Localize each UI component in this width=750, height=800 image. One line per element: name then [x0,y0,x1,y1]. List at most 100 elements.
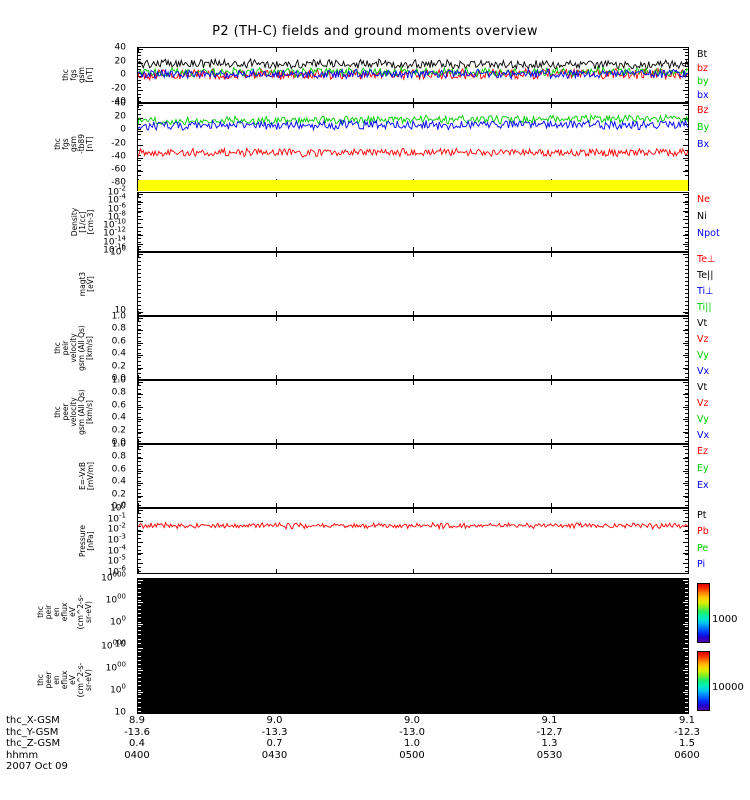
y-minor-tickmark [685,109,688,111]
legend-item-pb: Pb [697,526,709,538]
axis-row-label: thc_Y-GSM [6,726,59,738]
y-minor-tickmark [685,405,688,406]
y-minor-tickmark [138,373,141,374]
legend-item-vy: Vy [697,413,709,425]
y-tick-label: 10-12 [103,225,126,239]
y-minor-tickmark [138,477,141,478]
y-minor-tickmark [685,698,688,699]
y-minor-tickmark [685,226,688,228]
y-minor-tickmark [685,174,688,176]
y-minor-tickmark [138,525,141,527]
y-tick-label: 10-4 [107,543,126,557]
panel-fgs-gsm [137,47,689,103]
y-tick-label: 1.0 [111,311,126,322]
axis-value: 8.9 [129,715,145,726]
legend-item-by: By [697,122,710,133]
y-minor-tickmark [138,651,141,653]
y-minor-tickmark [685,634,688,636]
y-minor-tickmark [138,481,141,482]
y-minor-tickmark [138,273,141,274]
y-tick-label: 10-3 [107,532,126,546]
y-minor-tickmark [138,129,141,131]
y-minor-tickmark [685,223,688,224]
y-minor-tickmark [138,685,141,687]
y-tick-label: 0 [120,69,126,80]
y-tickmark [138,342,143,344]
y-minor-tickmark [685,651,688,653]
y-minor-tickmark [685,369,688,370]
y-minor-tickmark [685,596,688,597]
y-minor-tickmark [138,361,141,362]
y-tickmark [683,446,688,447]
y-minor-tickmark [685,211,688,213]
y-tickmark [138,318,143,319]
y-minor-tickmark [138,72,141,74]
y-tick-label: -80 [111,177,126,188]
x-tickmark [550,98,552,102]
y-minor-tickmark [138,613,141,614]
y-minor-tickmark [138,325,141,326]
legend-item-ni: Ni [697,211,707,222]
y-minor-tickmark [685,329,688,330]
axis-value: 9.0 [266,715,283,726]
x-tickmark [688,48,689,52]
axis-column-0400: 8.9 -13.6 0.4 0400 [124,715,150,761]
trace-layer-pressure [138,509,688,573]
axis-value: -13.3 [261,726,288,738]
y-minor-tickmark [685,196,688,198]
y-minor-tickmark [138,285,141,286]
x-tickmark [688,579,689,583]
y-tickmark [138,202,143,204]
y-minor-tickmark [138,345,141,346]
y-tickmark [683,692,688,693]
y-tickmark [138,355,143,357]
y-tick-label: 10-2 [107,184,126,198]
y-minor-tickmark [138,58,141,60]
y-tick-label: 10-6 [107,201,126,215]
y-minor-tickmark [138,139,141,141]
y-minor-tickmark [138,630,141,631]
y-tickmark [138,157,143,159]
panel-peir-eflux [137,578,689,646]
y-minor-tickmark [138,204,141,206]
x-tickmark [550,579,552,583]
y-minor-tickmark [685,642,688,644]
y-tick-label: 1.0 [111,375,126,386]
y-minor-tickmark [138,706,141,708]
y-minor-tickmark [138,583,141,585]
y-tickmark [683,342,688,344]
y-tickmark [138,446,143,447]
x-tickmark [688,709,689,713]
y-minor-tickmark [138,600,141,602]
y-minor-tickmark [138,321,141,322]
y-minor-tickmark [685,149,688,151]
y-tickmark [683,602,688,603]
x-tickmark [275,104,277,108]
y-minor-tickmark [685,200,688,202]
y-tickmark [138,602,143,603]
y-minor-tickmark [138,405,141,406]
y-tickmark [683,367,688,369]
x-tickmark [413,647,414,651]
y-minor-tickmark [685,441,688,442]
y-ticks-fgs-gsm: 40 20 0 -20 -40 [0,43,132,106]
y-minor-tickmark [685,529,688,531]
y-minor-tickmark [685,604,688,606]
x-tickmark [413,579,414,583]
x-tickmark [413,569,414,573]
x-tickmark [688,641,689,645]
y-tickmark [138,531,143,533]
y-minor-tickmark [685,289,688,290]
axis-column-0530: 9.1 -12.7 1.3 0530 [537,715,563,761]
y-minor-tickmark [138,357,141,358]
y-minor-tickmark [685,449,688,450]
x-tickmark [413,381,414,385]
y-tick-label: 10 [114,305,126,316]
y-tickmark [138,510,143,511]
y-minor-tickmark [685,86,688,88]
y-minor-tickmark [685,257,688,258]
y-minor-tickmark [138,215,141,217]
x-tickmark [688,375,689,379]
y-minor-tickmark [138,397,141,398]
x-tickmark [688,98,689,102]
